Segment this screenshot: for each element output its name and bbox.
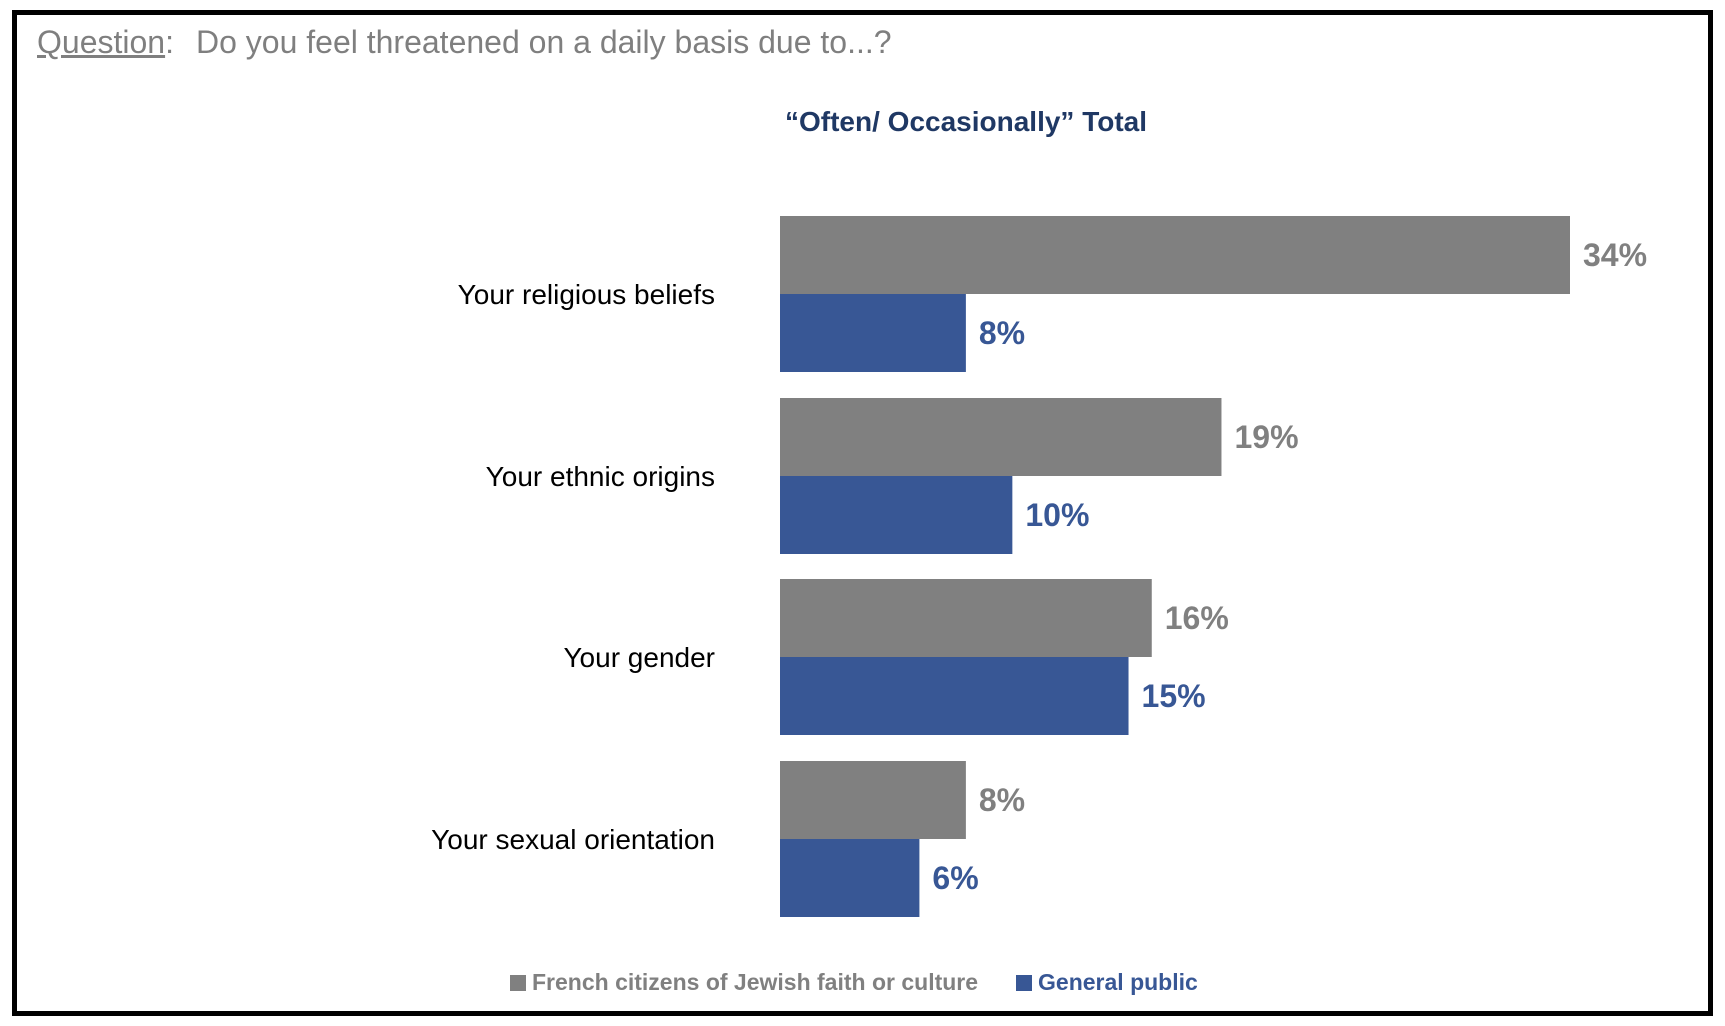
bar-general-public-ethnic-origins	[780, 476, 1013, 554]
legend-item-general-public: General public	[1016, 969, 1198, 996]
chart-subtitle: “Often/ Occasionally” Total	[785, 106, 1148, 137]
category-label-sexual-orientation: Your sexual orientation	[431, 824, 715, 855]
bar-jewish-ethnic-origins	[780, 398, 1222, 476]
question-separator: :	[165, 24, 174, 60]
data-label-general-public-sexual-orientation: 6%	[932, 860, 978, 896]
bar-jewish-gender	[780, 579, 1152, 657]
question-line: Question: Do you feel threatened on a dai…	[37, 24, 892, 61]
data-label-general-public-ethnic-origins: 10%	[1025, 497, 1089, 533]
category-label-ethnic-origins: Your ethnic origins	[486, 461, 715, 492]
question-label: Question	[37, 24, 166, 60]
bar-jewish-religious-beliefs	[780, 216, 1570, 294]
data-label-jewish-religious-beliefs: 34%	[1583, 237, 1647, 273]
data-label-general-public-religious-beliefs: 8%	[979, 315, 1025, 351]
category-label-gender: Your gender	[563, 642, 715, 673]
data-label-jewish-sexual-orientation: 8%	[979, 782, 1025, 818]
legend-label-jewish: French citizens of Jewish faith or cultu…	[532, 969, 979, 995]
legend-swatch-jewish	[510, 974, 526, 991]
question-text: Do you feel threatened on a daily basis …	[195, 24, 892, 60]
bar-general-public-religious-beliefs	[780, 294, 966, 372]
bar-general-public-sexual-orientation	[780, 839, 920, 917]
category-label-religious-beliefs: Your religious beliefs	[458, 279, 715, 310]
legend-item-jewish: French citizens of Jewish faith or cultu…	[510, 969, 978, 996]
bar-general-public-gender	[780, 657, 1129, 735]
data-label-jewish-gender: 16%	[1165, 600, 1229, 636]
data-label-general-public-gender: 15%	[1142, 678, 1206, 714]
bar-jewish-sexual-orientation	[780, 761, 966, 839]
chart-legend: French citizens of Jewish faith or cultu…	[510, 969, 1236, 996]
legend-swatch-general-public	[1016, 974, 1033, 991]
data-label-jewish-ethnic-origins: 19%	[1234, 419, 1298, 455]
legend-label-general-public: General public	[1038, 969, 1198, 995]
